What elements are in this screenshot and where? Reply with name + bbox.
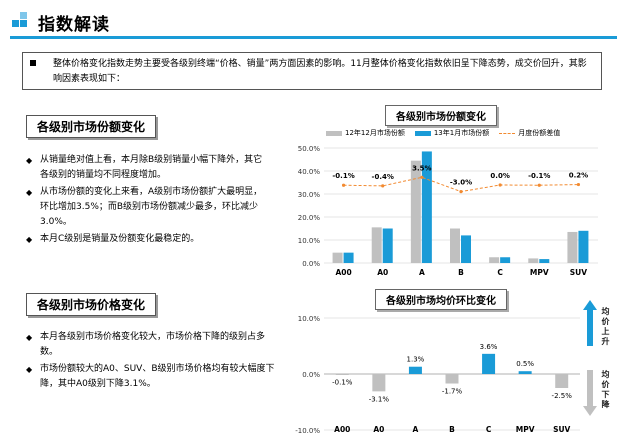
bar [578, 230, 589, 263]
bar-data-label: 0.5% [516, 360, 534, 368]
y-tick-label: 30.0% [298, 191, 321, 199]
diff-point [381, 184, 385, 188]
line-data-label: 3.5% [412, 164, 431, 172]
up-arrow-label: 均价上升 [601, 307, 610, 347]
page-title: 指数解读 [38, 15, 110, 35]
bar-data-label: 3.6% [480, 343, 498, 351]
y-tick-label: 0.0% [302, 260, 320, 268]
x-tick-label: MPV [516, 425, 535, 434]
bar [408, 366, 422, 374]
header-marker-square-3 [20, 20, 27, 27]
summary-box: 整体价格变化指数走势主要受各级别终端“价格、销量”两方面因素的影响。11月整体价… [22, 52, 602, 90]
diff-point [459, 190, 463, 194]
header-marker-square-1 [12, 20, 19, 27]
chart1-title: 各级别市场份额变化 [385, 105, 497, 126]
x-tick-label: A0 [377, 268, 388, 277]
bar [482, 353, 496, 374]
bar [528, 258, 539, 263]
x-tick-label: B [449, 425, 455, 434]
bar [382, 228, 393, 263]
bar [518, 371, 532, 374]
line-data-label: -0.1% [332, 172, 354, 180]
price-change-bullets: 本月各级别市场价格变化较大，市场价格下降的级别占多数。 市场份额较大的A0、SU… [26, 330, 276, 394]
header-marker-square-2 [20, 12, 27, 19]
line-data-label: -0.4% [372, 173, 394, 181]
diff-point [341, 183, 346, 187]
y-tick-label: 20.0% [298, 214, 321, 222]
legend-item-curr: 13年1月市场份额 [414, 128, 489, 138]
bar [421, 151, 432, 263]
list-item: 市场份额较大的A0、SUV、B级别市场价格均有较大幅度下降，其中A0级别下降3.… [26, 362, 276, 392]
down-arrow-icon [583, 370, 597, 416]
list-item: 本月C级别是销量及份额变化最稳定的。 [26, 232, 266, 247]
x-tick-label: MPV [530, 268, 549, 277]
summary-bullet [30, 60, 36, 66]
market-share-chart: 0.0% 10.0% 20.0% 30.0% 40.0% 50.0% A00 -0.1% A0 -… [298, 145, 598, 277]
diff-point [576, 182, 581, 187]
section-title-market-share: 各级别市场份额变化 [26, 115, 157, 138]
x-tick-label: SUV [553, 425, 570, 434]
up-arrow-icon [583, 300, 597, 346]
bar-data-label: -1.7% [442, 388, 463, 396]
diff-point [498, 183, 502, 187]
bar [343, 252, 354, 263]
line-data-label: -3.0% [450, 179, 472, 187]
bar-data-label: -2.5% [552, 392, 573, 400]
bar-data-label: -0.1% [332, 379, 353, 387]
list-item: 从销量绝对值上看，本月除B级别销量小幅下降外，其它各级别的销量均不同程度增加。 [26, 153, 266, 183]
y-tick-label: 0.0% [302, 371, 320, 379]
x-tick-label: A [419, 268, 425, 277]
bar [371, 227, 382, 263]
summary-text: 整体价格变化指数走势主要受各级别终端“价格、销量”两方面因素的影响。11月整体价… [53, 59, 587, 84]
market-share-bullets: 从销量绝对值上看，本月除B级别销量小幅下降外，其它各级别的销量均不同程度增加。 … [26, 153, 266, 249]
y-tick-label: 50.0% [298, 145, 321, 153]
x-tick-label: A00 [334, 425, 350, 434]
bar [335, 374, 349, 375]
list-item: 本月各级别市场价格变化较大，市场价格下降的级别占多数。 [26, 330, 276, 360]
y-tick-label: 40.0% [298, 168, 321, 176]
bar [461, 235, 471, 263]
legend-item-diff: 月度份额差值 [499, 128, 560, 138]
bar [410, 160, 421, 263]
x-tick-label: A [413, 425, 419, 434]
x-tick-label: C [486, 425, 492, 434]
chart1-legend: 12年12月市场份额 13年1月市场份额 月度份额差值 [326, 128, 560, 138]
bar-data-label: 1.3% [407, 356, 425, 364]
legend-item-prev: 12年12月市场份额 [326, 128, 405, 138]
x-tick-label: B [458, 268, 464, 277]
diff-point [420, 175, 424, 179]
header-divider [10, 36, 617, 39]
section-title-price-change: 各级别市场价格变化 [26, 293, 157, 316]
y-tick-label: -10.0% [295, 427, 320, 435]
bar [539, 259, 550, 263]
x-tick-label: C [497, 268, 503, 277]
bar [555, 374, 569, 388]
bar [450, 228, 460, 263]
price-change-chart: 10.0% 0.0% -10.0% -0.1% A00 -3.1% A0 1.3% A -1.7%… [295, 315, 580, 435]
bar [332, 252, 343, 263]
y-tick-label: 10.0% [298, 315, 321, 323]
bar [445, 374, 459, 384]
list-item: 从市场份额的变化上来看，A级别市场份额扩大最明显，环比增加3.5%；而B级别市场… [26, 185, 266, 230]
x-tick-label: SUV [570, 268, 587, 277]
bar [567, 231, 578, 263]
line-data-label: 0.2% [569, 172, 588, 180]
x-tick-label: A0 [373, 425, 384, 434]
bar [500, 257, 511, 263]
bar [489, 257, 500, 263]
x-tick-label: A00 [335, 268, 351, 277]
y-tick-label: 10.0% [298, 237, 321, 245]
diff-point [537, 183, 541, 187]
down-arrow-label: 均价下降 [601, 370, 610, 410]
line-data-label: -0.1% [528, 172, 550, 180]
bar [372, 374, 386, 392]
line-data-label: 0.0% [490, 172, 509, 180]
bar-data-label: -3.1% [369, 395, 390, 403]
chart2-title: 各级别市场均价环比变化 [375, 289, 507, 310]
